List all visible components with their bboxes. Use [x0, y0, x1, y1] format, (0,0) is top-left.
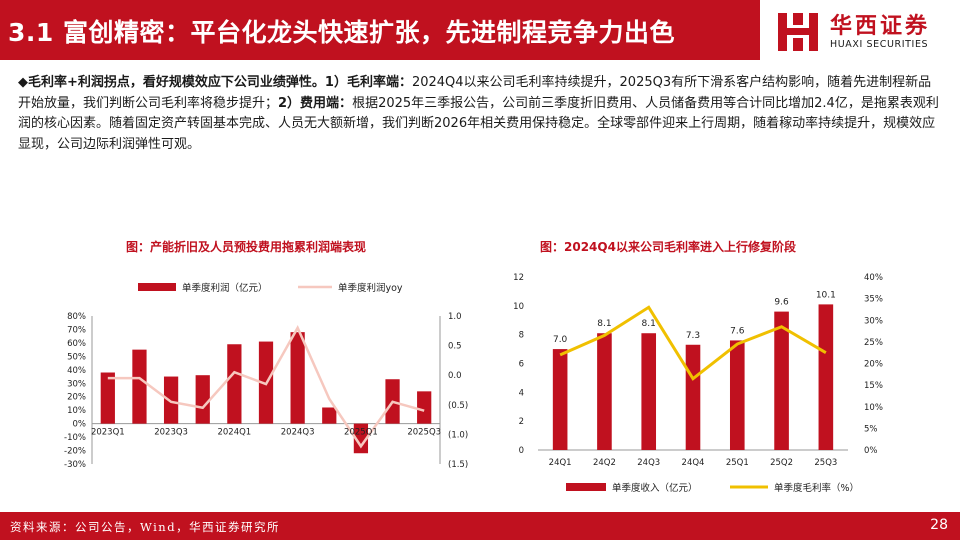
y-left-tick-label: 30%	[67, 379, 86, 389]
y-left-tick-label: 8	[519, 331, 524, 341]
revenue-data-label: 8.1	[642, 319, 656, 329]
y-left-tick-label: 50%	[67, 352, 86, 362]
revenue-bar	[641, 333, 657, 450]
revenue-data-label: 9.6	[774, 298, 789, 308]
y-right-tick-label: 20%	[864, 360, 883, 370]
legend-revenue-swatch	[566, 483, 606, 491]
y-left-tick-label: 2	[519, 417, 524, 427]
x-tick-label: 2025Q3	[407, 428, 441, 438]
y-left-tick-label: 80%	[67, 312, 86, 322]
y-right-tick-label: 0%	[864, 446, 878, 456]
y-left-tick-label: 40%	[67, 366, 86, 376]
revenue-data-label: 7.6	[730, 326, 745, 336]
y-right-tick-label: 30%	[864, 316, 883, 326]
profit-bar	[417, 391, 432, 424]
profit-bar	[163, 376, 179, 424]
x-tick-label: 2023Q3	[154, 428, 188, 438]
footer-bar: 资料来源：公司公告，Wind，华西证券研究所 28	[0, 512, 960, 540]
title-bar: 3.1 富创精密：平台化龙头快速扩张，先进制程竞争力出色	[0, 0, 760, 60]
x-tick-label: 25Q1	[726, 458, 749, 468]
expense-label: 2）费用端：	[278, 95, 353, 111]
profit-bar	[322, 407, 337, 424]
profit-bar	[195, 375, 210, 424]
company-logo: 华西证券 HUAXI SECURITIES	[770, 6, 955, 56]
summary-paragraph: ◆毛利率+利润拐点，看好规模效应下公司业绩弹性。1）毛利率端：2024Q4以来公…	[18, 73, 943, 155]
y-left-tick-label: 0	[519, 446, 524, 456]
y-left-tick-label: 12	[513, 273, 524, 283]
chart1-title: 图：产能折旧及人员预投费用拖累利润端表现	[126, 240, 367, 254]
yoy-line	[107, 325, 425, 449]
y-right-tick-label: (1.5)	[448, 460, 468, 470]
y-right-tick-label: 1.0	[448, 312, 462, 322]
huaxi-logo-icon	[778, 13, 818, 51]
y-right-tick-label: (1.0)	[448, 430, 468, 440]
x-tick-label: 2024Q1	[217, 428, 251, 438]
y-right-tick-label: 0.5	[448, 342, 462, 352]
logo-chinese-name: 华西证券	[830, 13, 931, 39]
profit-bar	[353, 423, 369, 454]
revenue-bar	[774, 311, 789, 450]
y-left-tick-label: 70%	[67, 325, 86, 335]
revenue-bar	[729, 340, 745, 450]
expense-text: 根据2025年三季报公告，公司前三季度折旧费用、人员储备费用等合计同比增加2.4…	[18, 95, 939, 152]
revenue-bar	[818, 304, 834, 450]
y-right-tick-label: 0.0	[448, 371, 462, 381]
x-tick-label: 2024Q3	[281, 428, 315, 438]
y-right-tick-label: 15%	[864, 381, 883, 391]
revenue-data-label: 10.1	[816, 290, 836, 300]
profit-bar	[227, 344, 242, 424]
revenue-bar	[552, 349, 568, 450]
gross-margin-text: 2024Q4以来公司毛利率持续提升，2025Q3有所下滑系客户结构影响，随着先进…	[18, 75, 932, 111]
y-left-tick-label: 20%	[67, 393, 86, 403]
revenue-margin-chart: 12 10 8 6 4 2 0 40% 35% 30% 25% 20% 15% 10% 5% 0% 7.0 8.1…	[513, 273, 883, 494]
x-tick-label: 25Q3	[814, 458, 837, 468]
y-left-tick-label: 6	[519, 360, 524, 370]
legend-yoy-label: 单季度利润yoy	[338, 282, 403, 294]
profit-bar	[290, 332, 305, 424]
bullet-icon: ◆	[18, 75, 28, 90]
profit-bar	[132, 349, 147, 424]
data-source: 资料来源：公司公告，Wind，华西证券研究所	[10, 520, 281, 534]
paragraph-lead: 毛利率+利润拐点，看好规模效应下公司业绩弹性。	[28, 75, 325, 90]
y-right-tick-label: 5%	[864, 424, 878, 434]
logo-english-name: HUAXI SECURITIES	[830, 39, 929, 50]
x-tick-label: 24Q3	[637, 458, 660, 468]
profit-chart: 单季度利润（亿元） 单季度利润yoy 80% 70% 60% 50% 40% 30% 20% 10…	[64, 282, 468, 470]
y-left-tick-label: -30%	[64, 460, 86, 470]
x-tick-label: 24Q1	[549, 458, 572, 468]
y-right-tick-label: 10%	[864, 403, 883, 413]
revenue-bar	[597, 333, 612, 450]
profit-bar	[100, 372, 115, 424]
y-left-tick-label: 60%	[67, 339, 86, 349]
x-tick-label: 24Q2	[593, 458, 616, 468]
margin-line	[559, 305, 827, 381]
x-tick-label: 2025Q1	[344, 428, 378, 438]
y-right-tick-label: 35%	[864, 295, 883, 305]
revenue-data-label: 7.0	[553, 335, 568, 345]
x-tick-label: 2023Q1	[91, 428, 125, 438]
y-right-tick-label: 40%	[864, 273, 883, 283]
legend-margin-label: 单季度毛利率（%）	[774, 482, 859, 494]
chart2-title: 图：2024Q4以来公司毛利率进入上行修复阶段	[540, 240, 796, 254]
y-left-tick-label: -20%	[64, 447, 86, 457]
y-right-tick-label: (0.5)	[448, 401, 468, 411]
revenue-data-label: 7.3	[686, 331, 700, 341]
page-title: 3.1 富创精密：平台化龙头快速扩张，先进制程竞争力出色	[8, 18, 675, 47]
page-number: 28	[930, 517, 948, 533]
legend-revenue-label: 单季度收入（亿元）	[612, 482, 698, 494]
legend-profit-swatch	[138, 283, 176, 291]
revenue-data-label: 8.1	[597, 319, 611, 329]
legend-profit-label: 单季度利润（亿元）	[182, 282, 268, 294]
revenue-bar	[685, 344, 701, 450]
y-left-tick-label: -10%	[64, 433, 86, 443]
y-left-tick-label: 4	[519, 388, 524, 398]
y-right-tick-label: 25%	[864, 338, 883, 348]
gross-margin-label: 1）毛利率端：	[324, 75, 412, 90]
x-tick-label: 25Q2	[770, 458, 793, 468]
y-left-tick-label: 10	[513, 302, 524, 312]
y-left-tick-label: 10%	[67, 406, 86, 416]
x-tick-label: 24Q4	[682, 458, 705, 468]
y-left-tick-label: 0%	[73, 420, 87, 430]
